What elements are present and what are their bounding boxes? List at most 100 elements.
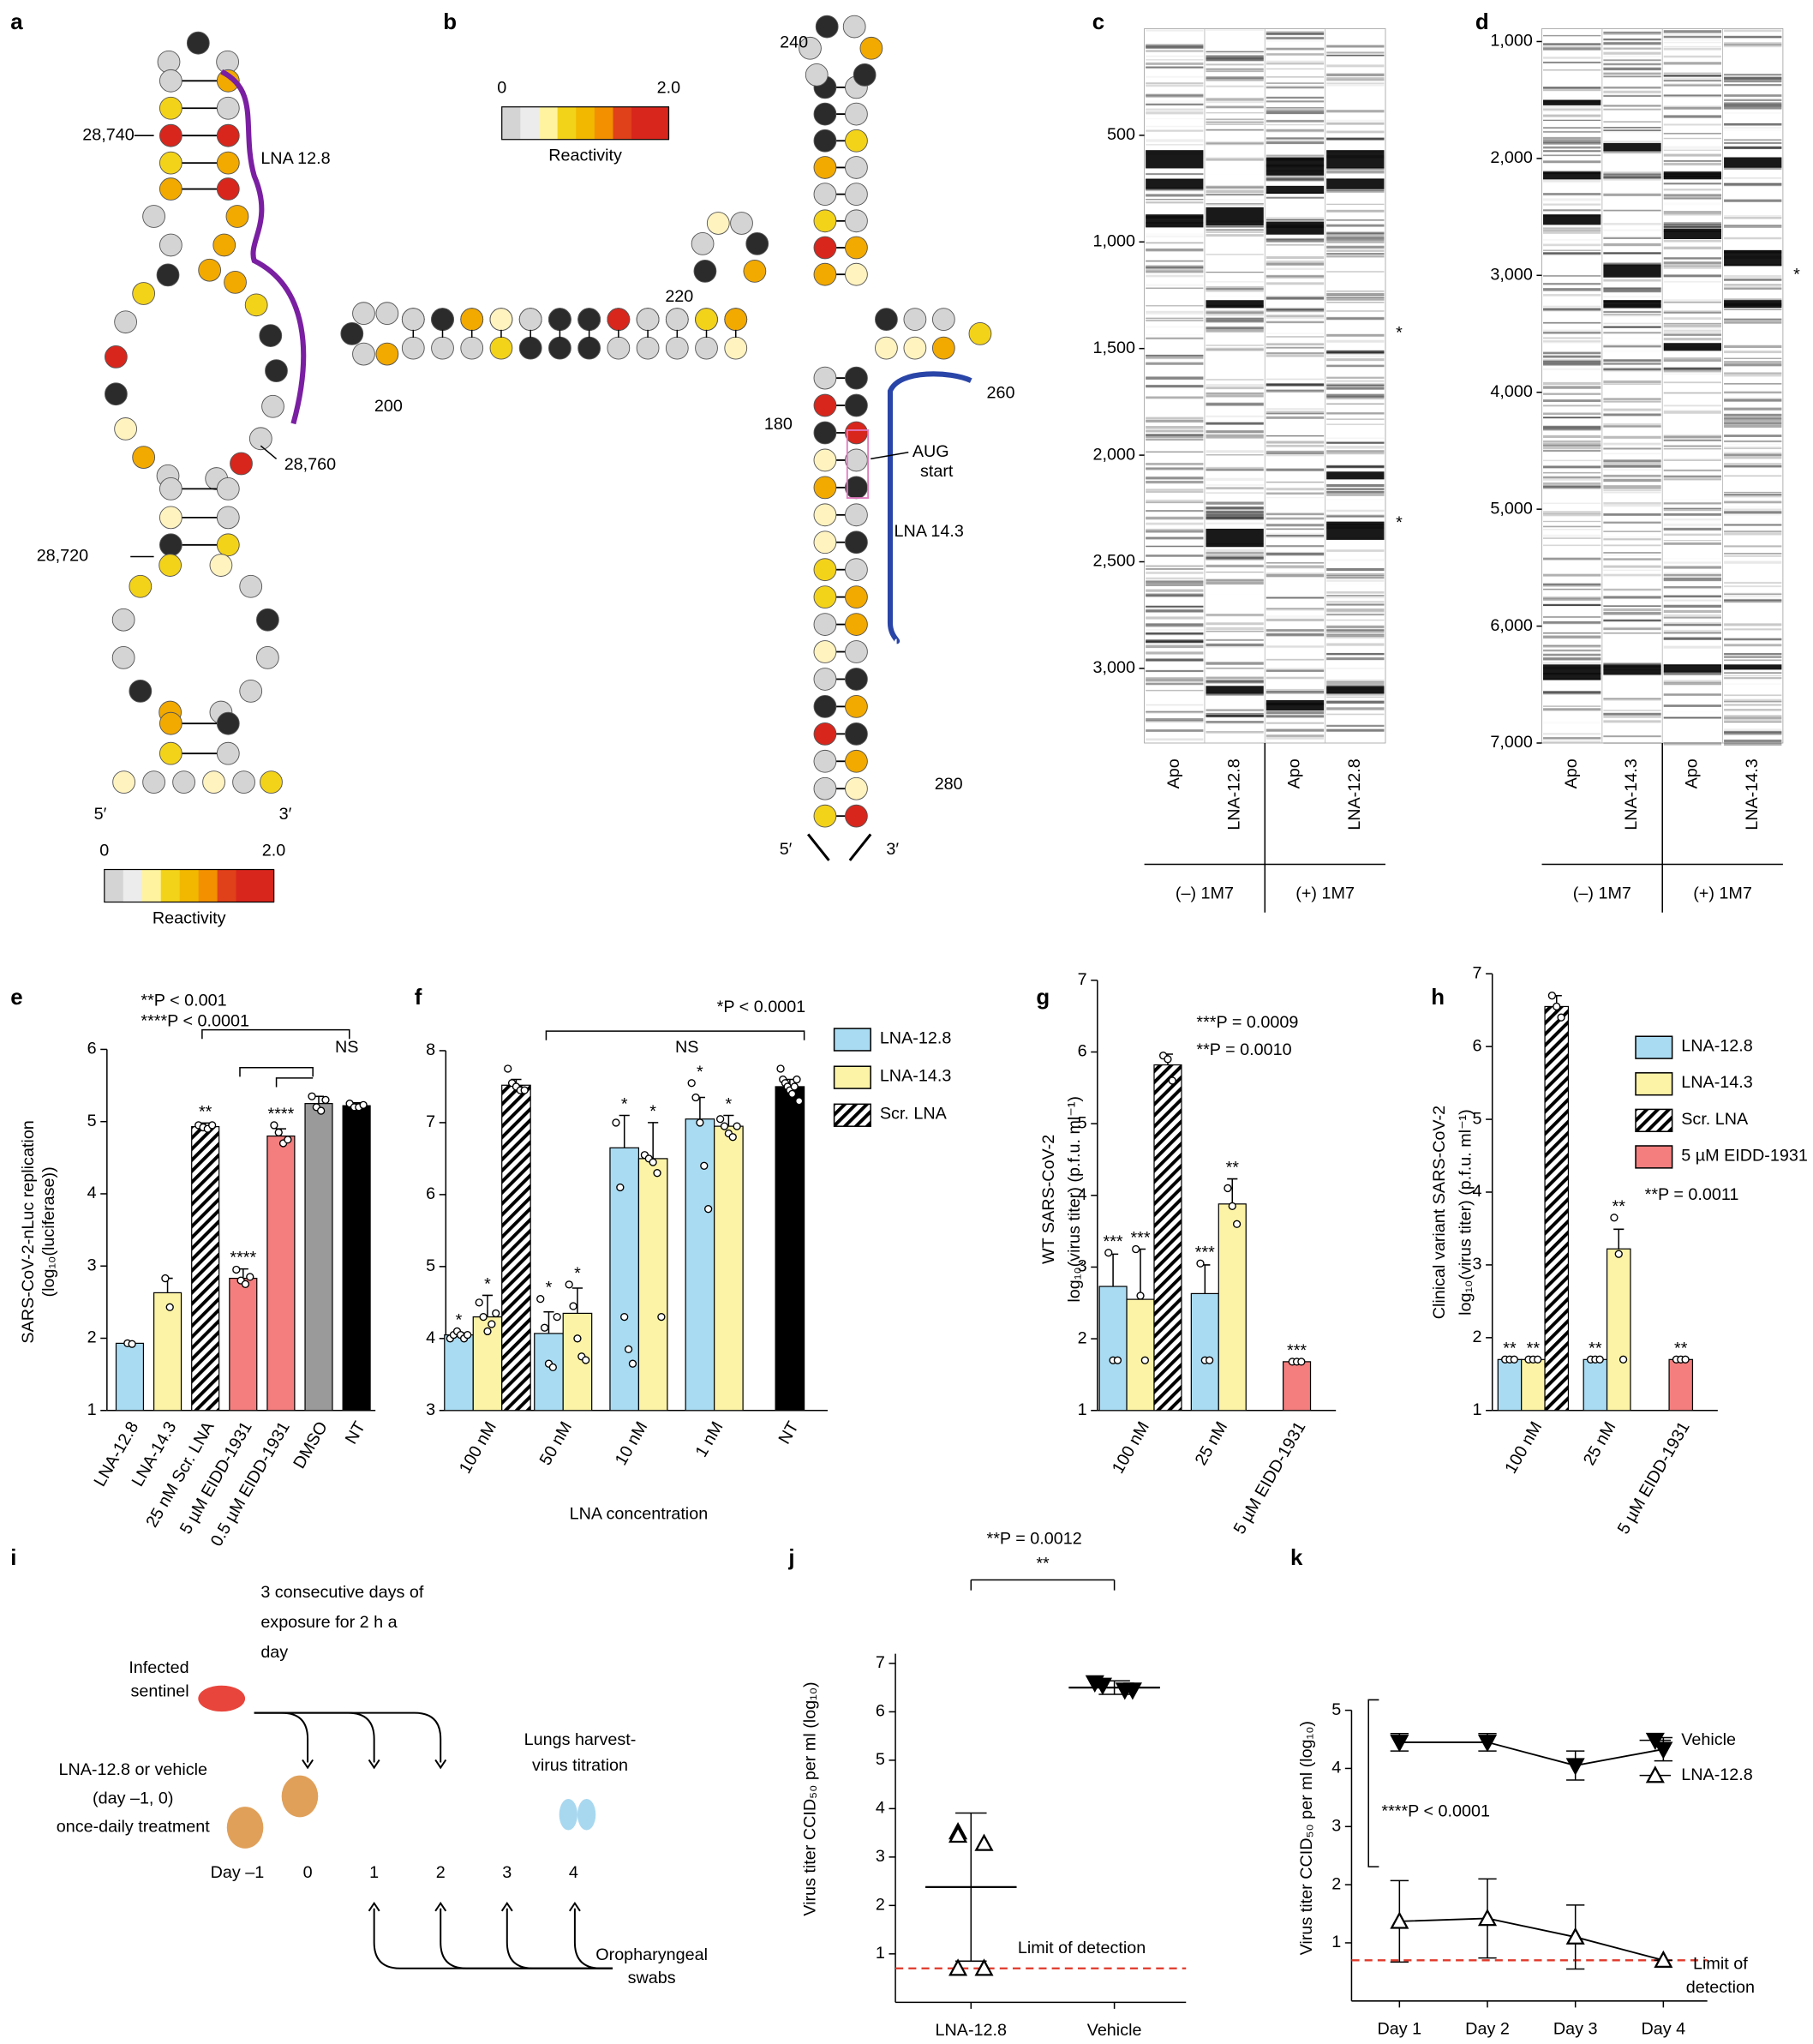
data-point bbox=[1136, 1292, 1145, 1300]
rule bbox=[260, 445, 278, 459]
gel-band bbox=[1663, 194, 1722, 197]
gel-band bbox=[1266, 296, 1325, 299]
annotation: ****P < 0.0001 bbox=[1381, 1801, 1490, 1820]
gel-band bbox=[1266, 157, 1325, 176]
gel-band bbox=[1543, 443, 1601, 447]
nucleotide bbox=[845, 236, 868, 260]
nucleotide bbox=[159, 506, 182, 530]
gel-band bbox=[1146, 477, 1204, 480]
gel-band bbox=[1543, 722, 1601, 724]
gel-band bbox=[1543, 604, 1601, 607]
gel-band bbox=[1326, 355, 1384, 357]
gel-band bbox=[1724, 103, 1782, 105]
gel-band bbox=[1326, 596, 1385, 599]
gel-band bbox=[1206, 70, 1264, 73]
gel-band bbox=[1663, 574, 1722, 576]
gel-band bbox=[1724, 457, 1782, 459]
start-box bbox=[846, 429, 870, 499]
gel-band bbox=[1603, 368, 1661, 372]
data-point bbox=[569, 1302, 577, 1310]
gel-band bbox=[1266, 608, 1325, 611]
y-tick-label: 6 bbox=[1078, 1042, 1087, 1061]
y-tick-label: 6 bbox=[87, 1040, 97, 1058]
gel-band bbox=[1206, 347, 1264, 350]
bar bbox=[775, 1086, 805, 1412]
gel-band bbox=[1543, 544, 1601, 547]
gel-band bbox=[1146, 659, 1204, 662]
nucleotide bbox=[256, 646, 279, 669]
y-tick-label: 3,000 bbox=[1092, 658, 1134, 677]
gel-band bbox=[1266, 255, 1324, 256]
gel-band bbox=[1603, 596, 1661, 600]
nucleotide bbox=[159, 533, 182, 557]
data-point bbox=[270, 1121, 278, 1130]
gel-band bbox=[1724, 511, 1782, 514]
gel-band bbox=[1266, 551, 1325, 554]
gel-band bbox=[1663, 645, 1722, 649]
gel-band bbox=[1326, 603, 1385, 606]
rule bbox=[806, 833, 830, 861]
gel-band bbox=[1603, 489, 1661, 492]
gel-band bbox=[1724, 286, 1782, 289]
gel-band bbox=[1326, 702, 1385, 704]
gel-band bbox=[1724, 718, 1782, 722]
gel-band bbox=[1663, 189, 1722, 191]
gel-band bbox=[1206, 287, 1264, 291]
gel-band bbox=[1543, 459, 1601, 462]
scale-swatch bbox=[631, 106, 651, 140]
gel-band bbox=[1146, 89, 1203, 92]
nucleotide bbox=[724, 336, 748, 360]
gel-band bbox=[1543, 482, 1601, 485]
gel-band bbox=[1146, 173, 1204, 175]
gel-band bbox=[1146, 528, 1204, 530]
nucleotide bbox=[813, 183, 837, 207]
error-bar bbox=[1098, 1680, 1130, 1695]
gel-band bbox=[1206, 594, 1263, 595]
gel-band bbox=[1724, 84, 1782, 87]
position-label: 220 bbox=[665, 287, 693, 306]
gel-band bbox=[1206, 607, 1263, 609]
gel-band bbox=[1146, 565, 1204, 567]
gel-band bbox=[1543, 386, 1601, 389]
gel-band bbox=[1206, 714, 1264, 717]
gel-band bbox=[1206, 234, 1264, 237]
x-tick-label: Day 2 bbox=[1465, 2019, 1510, 2038]
gel-band bbox=[1724, 74, 1782, 76]
gel-band bbox=[1603, 176, 1661, 179]
gel-band bbox=[1543, 283, 1601, 285]
end-label: 3′ bbox=[279, 805, 292, 824]
gel-band bbox=[1266, 267, 1325, 271]
nucleotide bbox=[202, 770, 225, 794]
gel-band bbox=[1724, 77, 1782, 81]
gel-band bbox=[1266, 217, 1325, 219]
gel-band bbox=[1543, 603, 1601, 607]
gel-band bbox=[1146, 641, 1204, 644]
gel-band bbox=[1146, 517, 1204, 520]
gel-band bbox=[1543, 644, 1601, 648]
nucleotide bbox=[216, 711, 240, 735]
gel-band bbox=[1603, 322, 1661, 325]
significance-label: * bbox=[697, 1063, 703, 1082]
y-tick-label: 6 bbox=[876, 1702, 885, 1721]
data-point bbox=[1224, 1184, 1232, 1193]
nucleotide bbox=[813, 503, 837, 527]
gel-band bbox=[1206, 395, 1264, 398]
nucleotide bbox=[129, 679, 153, 703]
gel-band bbox=[1663, 716, 1722, 718]
x-tick-label: 5 µM EIDD-1931 bbox=[1230, 1418, 1310, 1537]
nucleotide bbox=[845, 366, 868, 390]
gel-band bbox=[1724, 274, 1782, 278]
gel-band bbox=[1603, 287, 1661, 291]
nucleotide bbox=[845, 129, 868, 153]
nucleotide bbox=[845, 722, 868, 746]
arrow bbox=[254, 1711, 442, 1763]
gel-band bbox=[1206, 511, 1264, 513]
gel-band bbox=[1724, 361, 1782, 363]
bar bbox=[229, 1277, 258, 1412]
gel-band bbox=[1543, 428, 1601, 431]
gel-band bbox=[1146, 317, 1204, 319]
gel-band bbox=[1663, 72, 1722, 74]
gel-band bbox=[1326, 398, 1385, 400]
gel-band bbox=[1724, 716, 1782, 719]
gel-band bbox=[1326, 137, 1385, 141]
